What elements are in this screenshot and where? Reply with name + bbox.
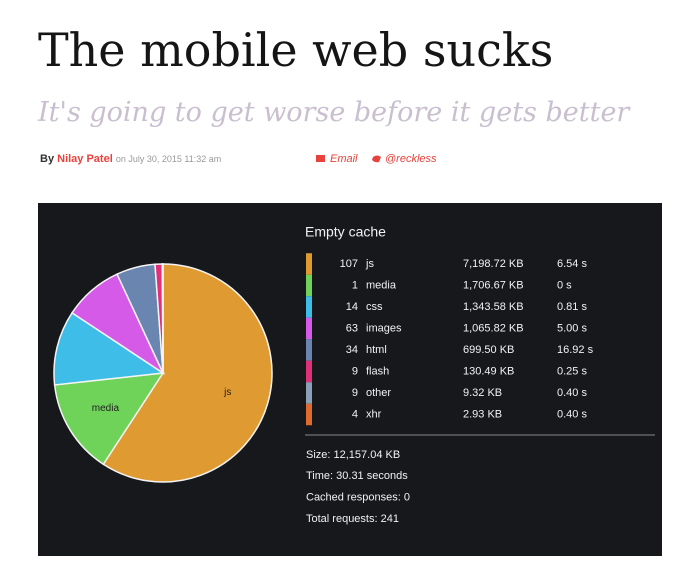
- legend-label: js: [365, 258, 374, 270]
- slice-label: media: [92, 403, 120, 414]
- chart-title: Empty cache: [305, 224, 386, 240]
- twitter-icon: [372, 155, 381, 163]
- size-label: 1,706.67 KB: [463, 279, 524, 291]
- request-count: 14: [346, 301, 358, 313]
- time-label: 16.92 s: [557, 344, 594, 356]
- pie-slice: [53, 311, 166, 386]
- legend-swatch: [306, 339, 312, 361]
- pie-slice: [53, 372, 165, 466]
- legend-label: xhr: [366, 408, 382, 420]
- size-label: 7,198.72 KB: [463, 258, 524, 270]
- legend-label: media: [366, 279, 397, 291]
- article-title: The mobile web sucks: [38, 23, 553, 77]
- email-icon: [316, 155, 325, 162]
- summary-line: Total requests: 241: [306, 513, 399, 525]
- legend-swatch: [306, 382, 312, 404]
- time-label: 0.40 s: [557, 408, 587, 420]
- request-count: 63: [346, 322, 358, 334]
- legend-label: images: [366, 322, 402, 334]
- byline-by: By: [40, 153, 55, 165]
- time-label: 0.25 s: [557, 365, 587, 377]
- size-label: 130.49 KB: [463, 365, 514, 377]
- legend-label: html: [366, 344, 387, 356]
- request-count: 9: [352, 365, 358, 377]
- article-subtitle: It's going to get worse before it gets b…: [37, 97, 631, 128]
- summary-line: Size: 12,157.04 KB: [306, 449, 400, 461]
- size-label: 2.93 KB: [463, 408, 502, 420]
- author-link[interactable]: Nilay Patel: [57, 153, 113, 165]
- email-link[interactable]: Email: [330, 153, 358, 165]
- request-count: 1: [352, 279, 358, 291]
- time-label: 0 s: [557, 279, 572, 291]
- size-label: 1,065.82 KB: [463, 322, 524, 334]
- slice-label: js: [223, 387, 231, 398]
- request-count: 9: [352, 387, 358, 399]
- byline: By Nilay Patel on July 30, 2015 11:32 am: [40, 153, 221, 165]
- legend-label: css: [366, 301, 383, 313]
- legend-swatch: [306, 360, 312, 383]
- request-count: 4: [352, 408, 358, 420]
- twitter-link[interactable]: @reckless: [385, 153, 437, 165]
- size-label: 1,343.58 KB: [463, 301, 524, 313]
- size-label: 9.32 KB: [463, 387, 502, 399]
- legend-swatch: [306, 403, 312, 426]
- byline-date: on July 30, 2015 11:32 am: [116, 154, 221, 164]
- time-label: 0.81 s: [557, 301, 587, 313]
- summary-line: Time: 30.31 seconds: [306, 470, 408, 482]
- legend-swatch: [306, 317, 312, 340]
- summary-line: Cached responses: 0: [306, 492, 410, 504]
- legend-label: flash: [366, 365, 389, 377]
- time-label: 6.54 s: [557, 258, 587, 270]
- legend-swatch: [306, 274, 312, 297]
- time-label: 0.40 s: [557, 387, 587, 399]
- legend-swatch: [306, 296, 312, 318]
- pie-slice: [102, 263, 273, 483]
- time-label: 5.00 s: [557, 322, 587, 334]
- request-count: 34: [346, 344, 358, 356]
- legend-swatch: [306, 253, 312, 275]
- size-label: 699.50 KB: [463, 344, 514, 356]
- legend-label: other: [366, 387, 391, 399]
- request-count: 107: [340, 258, 358, 270]
